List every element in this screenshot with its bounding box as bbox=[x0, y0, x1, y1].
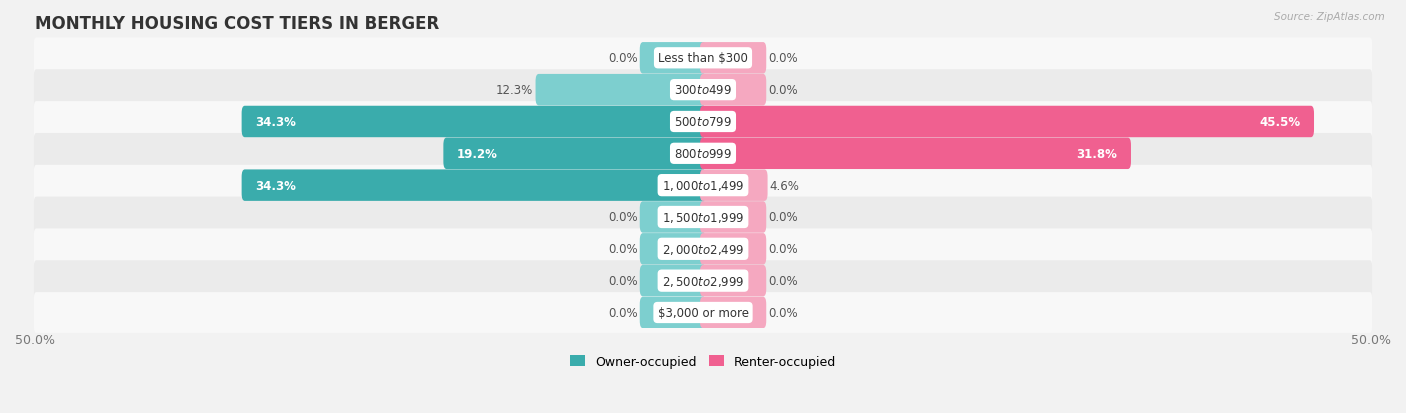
Text: 4.6%: 4.6% bbox=[770, 179, 800, 192]
Text: $2,500 to $2,999: $2,500 to $2,999 bbox=[662, 274, 744, 288]
Text: 0.0%: 0.0% bbox=[607, 275, 637, 287]
Text: 0.0%: 0.0% bbox=[769, 306, 799, 319]
FancyBboxPatch shape bbox=[242, 170, 706, 202]
FancyBboxPatch shape bbox=[700, 297, 766, 328]
FancyBboxPatch shape bbox=[700, 138, 1130, 170]
FancyBboxPatch shape bbox=[700, 170, 768, 202]
Text: 34.3%: 34.3% bbox=[256, 179, 297, 192]
FancyBboxPatch shape bbox=[34, 38, 1372, 79]
FancyBboxPatch shape bbox=[34, 70, 1372, 111]
Text: 0.0%: 0.0% bbox=[607, 306, 637, 319]
Text: $2,000 to $2,499: $2,000 to $2,499 bbox=[662, 242, 744, 256]
Legend: Owner-occupied, Renter-occupied: Owner-occupied, Renter-occupied bbox=[569, 355, 837, 368]
Text: 0.0%: 0.0% bbox=[769, 84, 799, 97]
Text: 0.0%: 0.0% bbox=[607, 243, 637, 256]
Text: $800 to $999: $800 to $999 bbox=[673, 147, 733, 160]
Text: $1,500 to $1,999: $1,500 to $1,999 bbox=[662, 211, 744, 224]
Text: Source: ZipAtlas.com: Source: ZipAtlas.com bbox=[1274, 12, 1385, 22]
Text: 19.2%: 19.2% bbox=[457, 147, 498, 160]
Text: $1,000 to $1,499: $1,000 to $1,499 bbox=[662, 179, 744, 193]
FancyBboxPatch shape bbox=[34, 261, 1372, 301]
Text: MONTHLY HOUSING COST TIERS IN BERGER: MONTHLY HOUSING COST TIERS IN BERGER bbox=[35, 15, 439, 33]
FancyBboxPatch shape bbox=[700, 107, 1315, 138]
FancyBboxPatch shape bbox=[443, 138, 706, 170]
FancyBboxPatch shape bbox=[700, 43, 766, 74]
FancyBboxPatch shape bbox=[242, 107, 706, 138]
Text: Less than $300: Less than $300 bbox=[658, 52, 748, 65]
FancyBboxPatch shape bbox=[700, 233, 766, 265]
FancyBboxPatch shape bbox=[34, 292, 1372, 333]
Text: 45.5%: 45.5% bbox=[1258, 116, 1301, 129]
FancyBboxPatch shape bbox=[34, 229, 1372, 270]
Text: $500 to $799: $500 to $799 bbox=[673, 116, 733, 129]
Text: 0.0%: 0.0% bbox=[769, 211, 799, 224]
Text: 31.8%: 31.8% bbox=[1076, 147, 1118, 160]
FancyBboxPatch shape bbox=[700, 75, 766, 106]
FancyBboxPatch shape bbox=[34, 197, 1372, 238]
FancyBboxPatch shape bbox=[640, 43, 706, 74]
FancyBboxPatch shape bbox=[700, 265, 766, 297]
FancyBboxPatch shape bbox=[34, 134, 1372, 174]
FancyBboxPatch shape bbox=[34, 102, 1372, 142]
FancyBboxPatch shape bbox=[700, 202, 766, 233]
FancyBboxPatch shape bbox=[640, 265, 706, 297]
FancyBboxPatch shape bbox=[640, 202, 706, 233]
Text: $3,000 or more: $3,000 or more bbox=[658, 306, 748, 319]
Text: 0.0%: 0.0% bbox=[607, 211, 637, 224]
Text: 12.3%: 12.3% bbox=[496, 84, 533, 97]
Text: 34.3%: 34.3% bbox=[256, 116, 297, 129]
FancyBboxPatch shape bbox=[640, 233, 706, 265]
Text: 0.0%: 0.0% bbox=[769, 275, 799, 287]
FancyBboxPatch shape bbox=[536, 75, 706, 106]
Text: $300 to $499: $300 to $499 bbox=[673, 84, 733, 97]
FancyBboxPatch shape bbox=[640, 297, 706, 328]
Text: 0.0%: 0.0% bbox=[769, 52, 799, 65]
Text: 0.0%: 0.0% bbox=[769, 243, 799, 256]
FancyBboxPatch shape bbox=[34, 165, 1372, 206]
Text: 0.0%: 0.0% bbox=[607, 52, 637, 65]
